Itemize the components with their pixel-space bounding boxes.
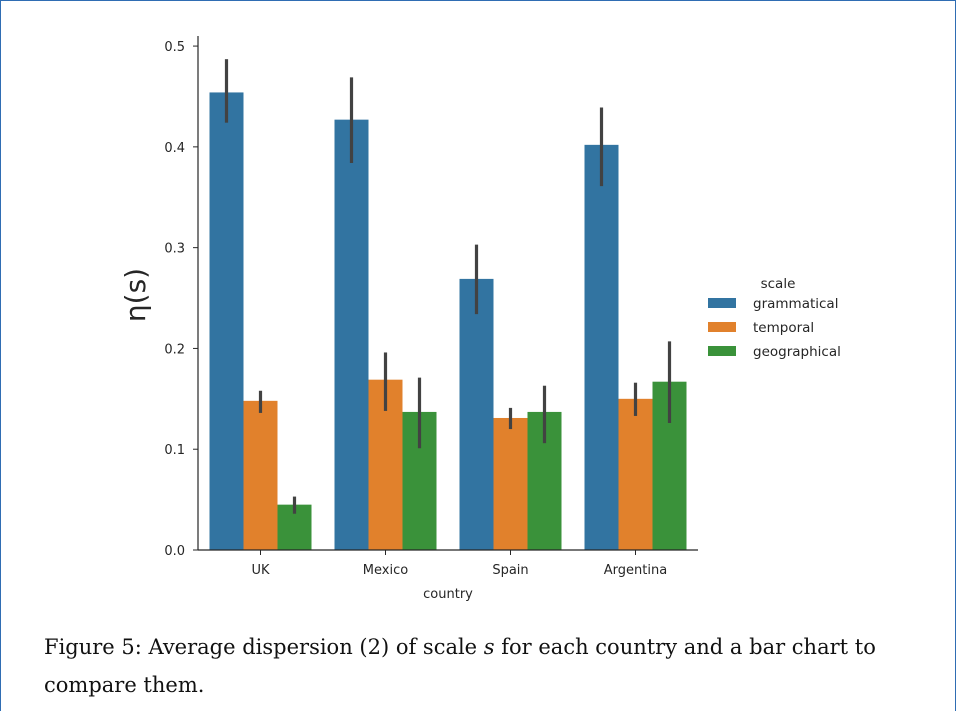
bar-mexico-grammatical bbox=[334, 119, 369, 551]
legend-swatch-grammatical bbox=[708, 298, 736, 308]
axes-layer: UK Mexico Spain Argentina 0.0 0.1 0.2 0.3 0.4 0.5… bbox=[119, 36, 698, 602]
error-bars-layer bbox=[224, 59, 672, 514]
bar-spain-temporal bbox=[493, 417, 528, 550]
legend-label-geographical: geographical bbox=[753, 344, 841, 360]
y-tick-label: 0.0 bbox=[164, 544, 185, 559]
x-tick-label-argentina: Argentina bbox=[604, 563, 667, 578]
x-axis-label: country bbox=[423, 587, 473, 602]
x-tick-label-spain: Spain bbox=[492, 563, 528, 578]
bar-uk-temporal bbox=[243, 400, 278, 550]
x-tick-label-uk: UK bbox=[251, 563, 270, 578]
legend-swatch-temporal bbox=[708, 322, 736, 332]
y-tick-label: 0.2 bbox=[164, 342, 185, 357]
y-tick-label: 0.5 bbox=[164, 40, 185, 55]
x-tick-label-mexico: Mexico bbox=[363, 563, 408, 578]
y-axis-label: η(s) bbox=[119, 268, 152, 322]
bar-spain-grammatical bbox=[459, 278, 494, 550]
legend-label-temporal: temporal bbox=[753, 320, 814, 336]
figure-caption: Figure 5: Average dispersion (2) of scal… bbox=[44, 628, 934, 704]
legend-swatch-geographical bbox=[708, 346, 736, 356]
caption-text-1: Figure 5: Average dispersion (2) of scal… bbox=[44, 635, 484, 659]
legend: scale grammatical temporal geographical bbox=[708, 276, 841, 360]
bar-argentina-grammatical bbox=[584, 144, 619, 551]
bars-layer bbox=[209, 92, 687, 551]
bar-chart: UK Mexico Spain Argentina 0.0 0.1 0.2 0.3 0.4 0.5… bbox=[119, 36, 841, 602]
y-tick-label: 0.3 bbox=[164, 242, 185, 257]
legend-title: scale bbox=[761, 276, 796, 292]
y-tick-label: 0.1 bbox=[164, 443, 185, 458]
caption-variable: s bbox=[483, 635, 495, 659]
legend-label-grammatical: grammatical bbox=[753, 296, 838, 312]
bar-uk-grammatical bbox=[209, 92, 244, 551]
bar-argentina-temporal bbox=[618, 398, 653, 550]
caption-text-2: for each country and a bar chart to comp… bbox=[44, 635, 876, 697]
y-tick-label: 0.4 bbox=[164, 141, 185, 156]
